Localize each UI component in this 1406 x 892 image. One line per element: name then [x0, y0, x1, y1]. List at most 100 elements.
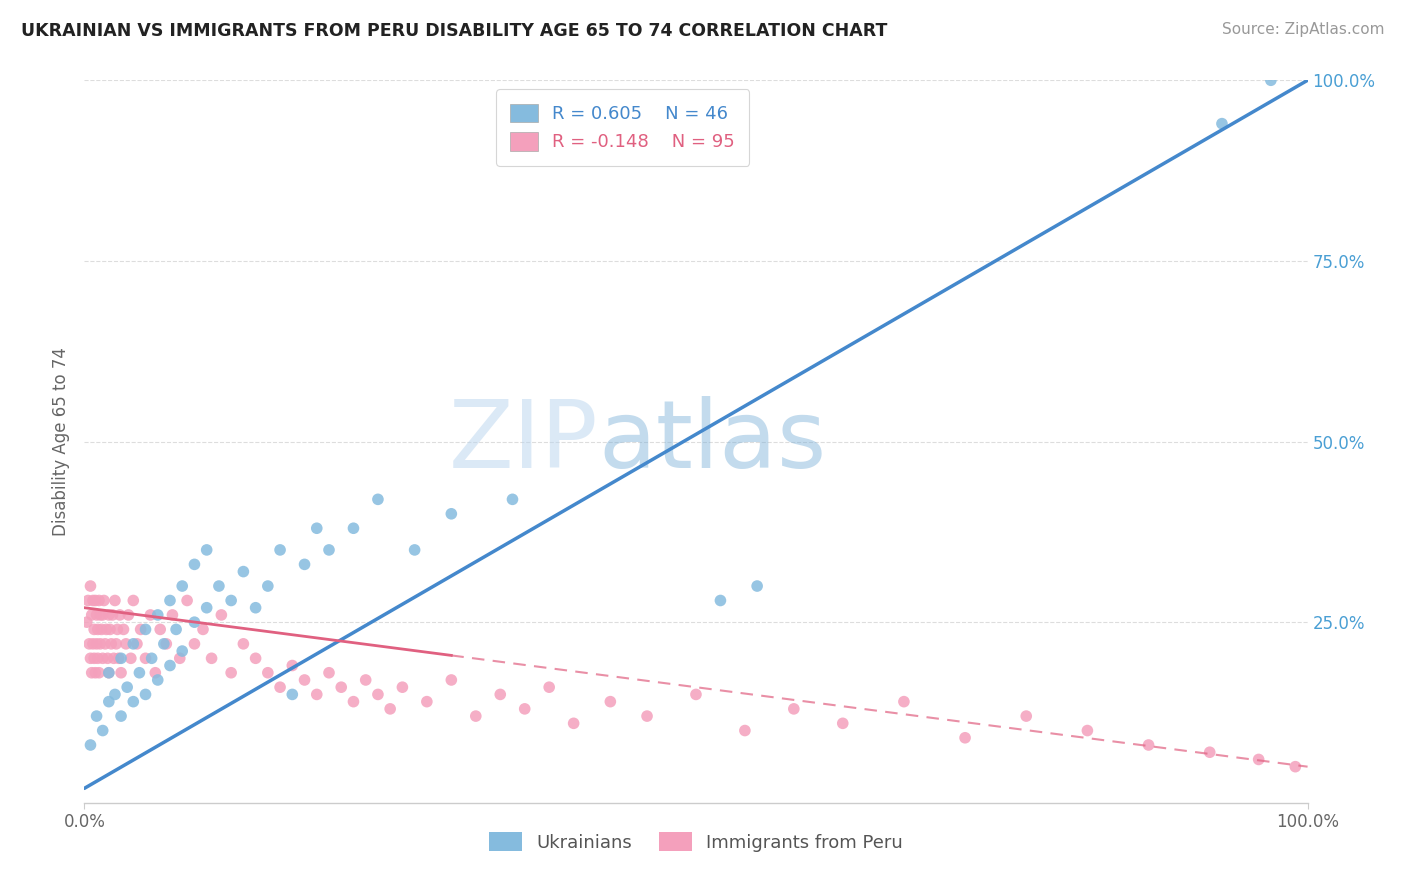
- Point: [77, 593, 100, 607]
- Point: [89, 607, 111, 622]
- Point: [76, 615, 98, 630]
- Point: [86, 709, 108, 723]
- Point: [1211, 117, 1233, 131]
- Point: [84, 665, 107, 680]
- Point: [82, 593, 104, 607]
- Point: [79, 738, 101, 752]
- Point: [89, 637, 111, 651]
- Point: [98, 623, 121, 637]
- Point: [783, 702, 806, 716]
- Point: [685, 687, 707, 701]
- Point: [269, 680, 291, 694]
- Point: [502, 492, 524, 507]
- Point: [245, 651, 267, 665]
- Point: [87, 593, 110, 607]
- Point: [104, 593, 127, 607]
- Point: [257, 579, 280, 593]
- Text: ZIP: ZIP: [449, 395, 598, 488]
- Point: [342, 695, 364, 709]
- Point: [87, 651, 110, 665]
- Point: [195, 542, 218, 557]
- Text: Source: ZipAtlas.com: Source: ZipAtlas.com: [1222, 22, 1385, 37]
- Point: [77, 637, 100, 651]
- Point: [97, 651, 120, 665]
- Point: [747, 579, 769, 593]
- Point: [93, 593, 115, 607]
- Point: [953, 731, 976, 745]
- Point: [110, 651, 132, 665]
- Point: [513, 702, 536, 716]
- Point: [391, 680, 413, 694]
- Point: [636, 709, 658, 723]
- Point: [97, 665, 120, 680]
- Point: [86, 637, 108, 651]
- Point: [440, 507, 463, 521]
- Point: [245, 600, 267, 615]
- Point: [200, 651, 222, 665]
- Point: [183, 615, 205, 630]
- Point: [294, 673, 316, 687]
- Point: [219, 593, 242, 607]
- Point: [115, 680, 138, 694]
- Point: [330, 680, 353, 694]
- Point: [165, 623, 187, 637]
- Point: [79, 579, 101, 593]
- Point: [294, 558, 316, 572]
- Point: [191, 623, 214, 637]
- Point: [117, 607, 139, 622]
- Point: [1260, 73, 1282, 87]
- Point: [125, 637, 148, 651]
- Point: [91, 723, 114, 738]
- Point: [80, 607, 103, 622]
- Point: [94, 637, 117, 651]
- Point: [893, 695, 915, 709]
- Point: [97, 665, 120, 680]
- Point: [257, 665, 280, 680]
- Point: [83, 651, 105, 665]
- Point: [141, 651, 163, 665]
- Point: [599, 695, 621, 709]
- Point: [97, 607, 120, 622]
- Point: [104, 687, 127, 701]
- Point: [110, 665, 132, 680]
- Point: [155, 637, 177, 651]
- Point: [709, 593, 731, 607]
- Point: [135, 651, 157, 665]
- Point: [209, 607, 232, 622]
- Point: [404, 542, 426, 557]
- Point: [1247, 752, 1270, 766]
- Point: [489, 687, 512, 701]
- Point: [734, 723, 756, 738]
- Point: [464, 709, 486, 723]
- Point: [101, 607, 124, 622]
- Point: [87, 665, 110, 680]
- Point: [115, 637, 138, 651]
- Point: [103, 651, 125, 665]
- Point: [172, 644, 194, 658]
- Point: [1198, 745, 1220, 759]
- Point: [305, 687, 328, 701]
- Point: [96, 623, 118, 637]
- Point: [162, 607, 184, 622]
- Point: [105, 637, 128, 651]
- Point: [91, 651, 114, 665]
- Point: [1015, 709, 1038, 723]
- Point: [122, 637, 145, 651]
- Point: [219, 665, 242, 680]
- Point: [100, 637, 122, 651]
- Point: [380, 702, 402, 716]
- Point: [139, 607, 162, 622]
- Point: [367, 492, 389, 507]
- Point: [80, 665, 103, 680]
- Point: [153, 637, 176, 651]
- Point: [195, 600, 218, 615]
- Point: [342, 521, 364, 535]
- Point: [367, 687, 389, 701]
- Point: [87, 623, 110, 637]
- Point: [176, 593, 198, 607]
- Legend: Ukrainians, Immigrants from Peru: Ukrainians, Immigrants from Peru: [482, 825, 910, 859]
- Point: [112, 623, 135, 637]
- Point: [120, 651, 142, 665]
- Point: [146, 607, 169, 622]
- Point: [149, 623, 172, 637]
